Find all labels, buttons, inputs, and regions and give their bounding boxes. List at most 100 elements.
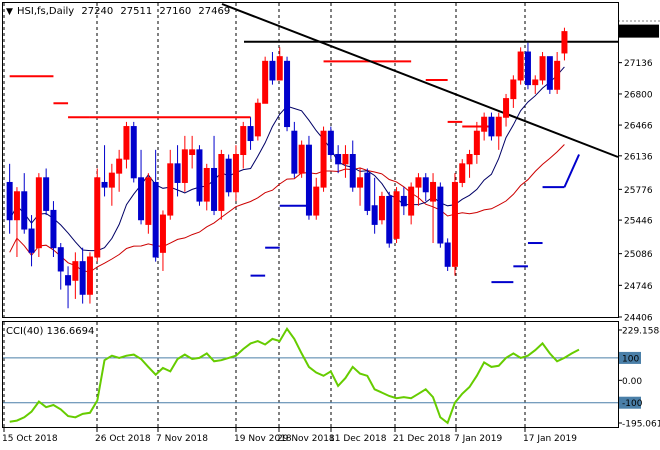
candle-body (123, 126, 130, 160)
candle-body (28, 228, 35, 253)
candle-body (532, 79, 539, 86)
candle-body (342, 154, 349, 165)
candle-body (305, 144, 312, 216)
time-tick-label: 26 Oct 2018 (95, 434, 151, 444)
price-tick-label: 26136 (624, 152, 653, 162)
candle-body (159, 214, 166, 253)
candle-body (225, 158, 232, 193)
time-tick-label: 21 Dec 2018 (393, 434, 451, 444)
cci-tick-label: 0.00 (622, 377, 642, 387)
cci-tick-label: 100 (622, 354, 639, 364)
time-tick-label: 29 Nov 2018 (277, 434, 335, 444)
candle-body (313, 186, 320, 216)
candle-body (174, 163, 181, 183)
candle-body (320, 130, 327, 188)
candle-body (203, 167, 210, 202)
cci-panel (2, 321, 619, 428)
candle-body (298, 144, 305, 174)
candle-body (481, 116, 488, 132)
candle-body (211, 167, 218, 211)
cci-tick-label: -100 (622, 399, 643, 409)
candle-body (254, 102, 261, 137)
candle-body (488, 116, 495, 137)
candle-body (50, 209, 57, 249)
price-tick-label: 26466 (624, 122, 653, 132)
candle-body (218, 154, 225, 211)
time-axis: 15 Oct 2018 26 Oct 2018 7 Nov 2018 19 Nov 2… (2, 428, 577, 444)
candle-body (43, 177, 50, 211)
candle-body (284, 60, 291, 128)
candle-body (539, 56, 546, 81)
chart-header: HSI,fs,Daily 27240 27511 27160 27469 (17, 6, 230, 17)
price-tick-label: 25086 (624, 250, 653, 260)
candle-body (108, 172, 115, 188)
candle-body (378, 195, 385, 221)
cci-level-box (619, 396, 641, 409)
time-tick-label: 15 Oct 2018 (2, 434, 58, 444)
candle-body (189, 149, 196, 156)
candle-body (422, 177, 429, 193)
candle-body (13, 191, 20, 221)
time-tick-label: 7 Jan 2019 (454, 434, 502, 444)
candle-body (276, 56, 283, 81)
candle-body (138, 177, 145, 221)
candle-body (510, 79, 517, 100)
time-tick-label: 19 Nov 2018 (234, 434, 292, 444)
price-tick-label: 25446 (624, 217, 653, 227)
candle-body (503, 98, 510, 118)
last-price-label: 27469 (623, 28, 652, 38)
cci-line-group (3, 326, 618, 425)
candle-body (357, 177, 364, 188)
time-tick-label: 17 Jan 2019 (523, 434, 577, 444)
candle-body (181, 149, 188, 183)
candle-body (65, 275, 72, 286)
ma-slow-line (9, 144, 565, 273)
candle-body (561, 31, 568, 54)
candle-body (466, 154, 473, 165)
down-triangle-icon: ▼ (6, 7, 13, 17)
time-tick-label: 7 Nov 2018 (156, 434, 208, 444)
candle-body (291, 130, 298, 174)
candle-body (554, 60, 561, 90)
candle-body (546, 56, 553, 90)
indicator-overlays (9, 3, 619, 284)
candle-body (451, 181, 458, 267)
candle-body (459, 163, 466, 183)
price-tick-label: 24746 (624, 282, 653, 292)
price-tick-label: 24406 (624, 314, 653, 324)
candle-body (349, 154, 356, 188)
candle-body (495, 116, 502, 137)
candle-body (430, 181, 437, 202)
cci-header: CCI(40) 136.6694 (6, 326, 94, 337)
channel-segment (563, 154, 580, 188)
candle-body (415, 177, 422, 188)
candle-body (145, 177, 152, 225)
cci-level-box (619, 351, 641, 364)
price-tick-label: 25776 (624, 186, 653, 196)
candle-body (473, 130, 480, 156)
candle-body (364, 172, 371, 211)
trendline (221, 3, 619, 158)
candle-body (240, 126, 247, 156)
candle-body (86, 256, 93, 295)
candle-body (400, 195, 407, 207)
open-value: 27240 (81, 6, 113, 17)
time-tick-label: 11 Dec 2018 (329, 434, 387, 444)
low-value: 27160 (159, 6, 191, 17)
candle-body (21, 191, 28, 230)
candle-body (269, 60, 276, 81)
candle-body (35, 177, 42, 249)
price-axis: 27136 26800 26466 26136 25776 25446 25086 24746… (618, 20, 660, 324)
candle-body (371, 205, 378, 225)
cci-line (9, 326, 580, 425)
candle-body (247, 126, 254, 142)
candle-body (6, 181, 13, 221)
last-price-box (619, 24, 659, 38)
price-tick-label: 26800 (624, 90, 653, 100)
candle-body (393, 191, 400, 239)
cci-tick-label: 229.1588 (622, 327, 660, 337)
candle-body (408, 186, 415, 216)
candle-body (517, 51, 524, 81)
candle-body (437, 186, 444, 244)
